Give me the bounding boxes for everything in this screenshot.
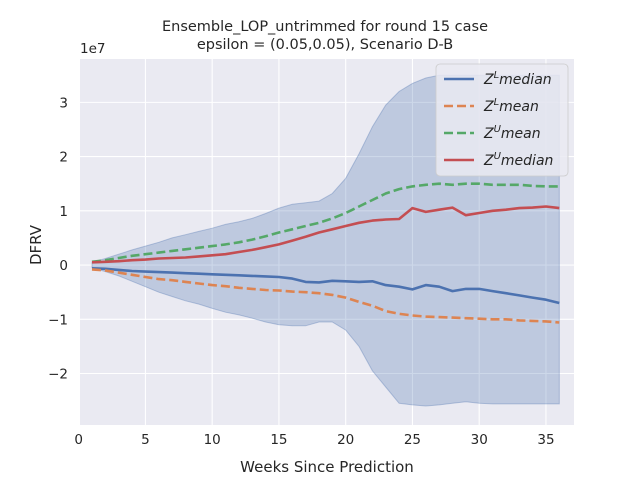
y-tick-label: −2 — [48, 366, 68, 382]
y-tick-label: 2 — [59, 150, 68, 166]
y-axis-label: DFRV — [27, 224, 45, 265]
y-tick-label: −1 — [48, 312, 68, 328]
x-tick-label: 0 — [74, 432, 83, 448]
y-tick-label: 1 — [59, 204, 68, 220]
x-tick-label: 20 — [337, 432, 354, 448]
series-line-1 — [91, 268, 560, 324]
y-tick-labels: −2 −1 0 1 2 3 — [48, 95, 68, 382]
y-scale-label: 1e7 — [80, 41, 105, 57]
chart-subtitle: epsilon = (0.05,0.05), Scenario D-B — [197, 37, 453, 53]
chart-title: Ensemble_LOP_untrimmed for round 15 case — [162, 19, 488, 35]
legend-entry-3: ZUmedian — [483, 151, 553, 169]
x-tick-label: 25 — [404, 432, 421, 448]
x-tick-label: 5 — [141, 432, 150, 448]
series-lines — [91, 182, 560, 324]
x-tick-labels: 0 5 10 15 20 25 30 35 — [74, 432, 554, 448]
y-tick-label: 3 — [59, 95, 68, 111]
x-tick-label: 15 — [270, 432, 287, 448]
x-tick-label: 35 — [537, 432, 554, 448]
series-line-2 — [91, 182, 560, 264]
x-tick-label: 10 — [204, 432, 221, 448]
series-line-0 — [91, 267, 560, 305]
y-tick-label: 0 — [59, 258, 68, 274]
x-axis-label: Weeks Since Prediction — [240, 458, 414, 476]
legend: ZLmedian ZLmean ZUmean ZUmedian — [435, 63, 569, 177]
legend-box — [435, 63, 569, 177]
grid — [78, 59, 574, 425]
legend-entry-2: ZUmean — [483, 124, 541, 142]
legend-entry-0: ZLmedian — [483, 70, 552, 88]
series-line-3 — [91, 205, 560, 264]
x-tick-label: 30 — [471, 432, 488, 448]
legend-entry-1: ZLmean — [483, 97, 539, 115]
